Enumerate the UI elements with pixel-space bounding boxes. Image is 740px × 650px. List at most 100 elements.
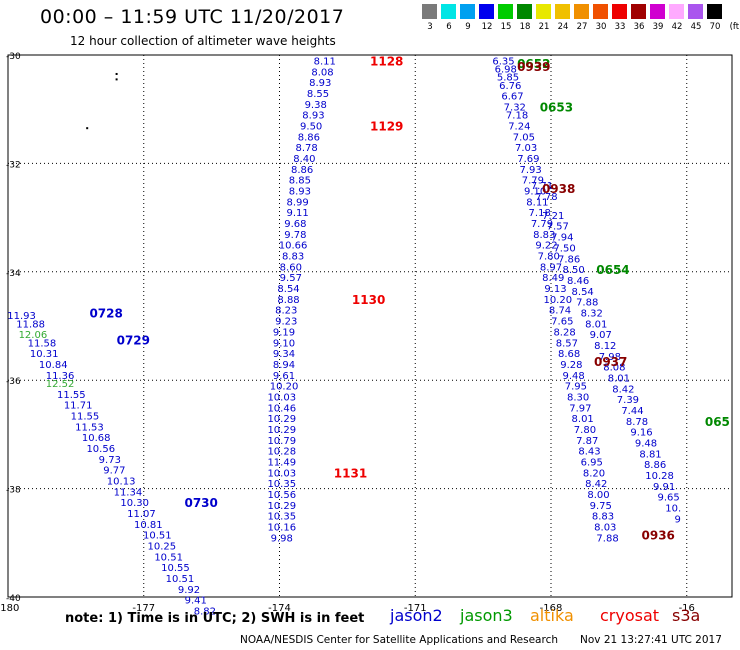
wave-height-value: 8.11 <box>526 197 548 208</box>
wave-height-value: 8.83 <box>282 252 304 263</box>
wave-height-value: 8.46 <box>567 276 589 287</box>
wave-height-value: 10.66 <box>279 241 308 252</box>
lat-tick-label: -30 <box>6 52 21 62</box>
wave-height-value: 10.56 <box>267 490 296 501</box>
pass-time-label: 0730 <box>184 496 217 510</box>
scale-label-9: 9 <box>465 22 471 32</box>
wave-height-value: 7.21 <box>542 211 564 222</box>
wave-height-value: 8.42 <box>585 479 607 490</box>
wave-height-value: 10.35 <box>267 479 296 490</box>
wave-height-value: 10.51 <box>166 574 195 585</box>
scale-label-30: 30 <box>595 22 607 32</box>
wave-height-value: 10.28 <box>645 471 674 482</box>
wave-height-value: 10.46 <box>267 403 296 414</box>
wave-height-value: 8.12 <box>594 341 616 352</box>
lat-tick-label: -38 <box>6 486 21 496</box>
wave-height-value: 8.78 <box>296 143 318 154</box>
land-dot <box>115 78 118 81</box>
wave-height-value: 9.41 <box>185 596 207 607</box>
wave-height-value: 9.78 <box>284 230 306 241</box>
wave-height-value: 9.16 <box>630 428 652 439</box>
wave-height-value: 8.01 <box>608 373 630 384</box>
wave-height-value: 8.01 <box>585 319 607 330</box>
wave-height-value: 11.07 <box>127 509 156 520</box>
wave-height-value: 10. <box>665 504 681 515</box>
wave-height-value: 9.92 <box>178 585 200 596</box>
pass-time-label: 065 <box>705 415 730 429</box>
wave-height-value: 7.18 <box>506 111 528 122</box>
wave-height-value: 7.03 <box>515 143 537 154</box>
lat-tick-label: -34 <box>6 269 21 279</box>
legend-s3a: s3a <box>672 606 701 625</box>
wave-height-value: 6.98 <box>495 65 517 76</box>
wave-height-value: 6.35 <box>492 56 514 67</box>
scale-swatch-27 <box>574 4 589 19</box>
pass-time-label: 0652 <box>517 57 550 71</box>
wave-height-value: 11.55 <box>57 390 86 401</box>
scale-label-12: 12 <box>481 22 493 32</box>
wave-height-value: 8.42 <box>612 384 634 395</box>
wave-height-value: 9.61 <box>273 371 295 382</box>
scale-label-15: 15 <box>500 22 512 32</box>
wave-height-value: 10.28 <box>267 447 296 458</box>
wave-height-value: 11.55 <box>71 411 100 422</box>
wave-height-value: 8.86 <box>291 165 313 176</box>
wave-height-value: 8.23 <box>275 306 297 317</box>
pass-time-label: 0937 <box>594 355 627 369</box>
scale-swatch-36 <box>631 4 646 19</box>
wave-height-value: 11.53 <box>75 422 104 433</box>
wave-height-value: 10.03 <box>267 468 296 479</box>
lat-tick-label: -32 <box>6 160 21 170</box>
scale-swatch-33 <box>612 4 627 19</box>
wave-height-value: 8.88 <box>277 295 299 306</box>
scale-label-42: 42 <box>671 22 683 32</box>
wave-height-value: 7.50 <box>553 243 575 254</box>
wave-height-value: 10.84 <box>39 360 68 371</box>
wave-height-value: 8.60 <box>280 262 302 273</box>
wave-height-value: 7.97 <box>569 403 591 414</box>
wave-height-value: 10.25 <box>148 542 177 553</box>
wave-height-value: 7.78 <box>535 192 557 203</box>
wave-height-value: 8.93 <box>309 78 331 89</box>
wave-height-value: 7.24 <box>508 121 530 132</box>
wave-height-value: 7.95 <box>565 382 587 393</box>
wave-height-value: 7.88 <box>576 298 598 309</box>
wave-height-value: 9 <box>675 514 681 525</box>
wave-height-value: 7.79 <box>522 176 544 187</box>
scale-label-36: 36 <box>633 22 645 32</box>
wave-height-value: 10.56 <box>86 444 115 455</box>
wave-height-value: 10.16 <box>267 523 296 534</box>
chart-subtitle: 12 hour collection of altimeter wave hei… <box>70 34 336 48</box>
scale-label-39: 39 <box>652 22 664 32</box>
wave-height-value: 7.98 <box>599 352 621 363</box>
wave-height-value: 10.03 <box>267 392 296 403</box>
legend-jason3: jason3 <box>460 606 513 625</box>
wave-height-value: 9.28 <box>560 360 582 371</box>
wave-height-value: 9.22 <box>535 241 557 252</box>
scale-label-45: 45 <box>690 22 702 32</box>
wave-height-value: 7.87 <box>576 436 598 447</box>
wave-height-value: 10.20 <box>543 295 572 306</box>
scale-label-18: 18 <box>519 22 531 32</box>
wave-height-value: 11.34 <box>114 487 143 498</box>
wave-height-value: 9.13 <box>544 284 566 295</box>
wave-height-value: 11.58 <box>28 338 57 349</box>
wave-height-value: 9.11 <box>286 208 308 219</box>
wave-height-value: 9.07 <box>590 330 612 341</box>
wave-height-value: 9.50 <box>300 121 322 132</box>
wave-height-value: 8.00 <box>587 490 609 501</box>
wave-height-value: 5.85 <box>497 73 519 84</box>
pass-time-label: 1130 <box>352 293 385 307</box>
wave-height-value: 10.29 <box>267 414 296 425</box>
wave-height-value: 8.86 <box>298 132 320 143</box>
lon-tick-label: -174 <box>268 603 291 614</box>
wave-height-value: 10.29 <box>267 425 296 436</box>
wave-height-value: 7.94 <box>551 233 573 244</box>
map-frame <box>7 54 733 598</box>
wave-height-value: 7.71 <box>531 181 553 192</box>
wave-height-value: 8.11 <box>314 56 336 67</box>
wave-height-value: 8.28 <box>553 327 575 338</box>
wave-height-value: 10.55 <box>161 563 190 574</box>
wave-height-value: 9.57 <box>280 273 302 284</box>
